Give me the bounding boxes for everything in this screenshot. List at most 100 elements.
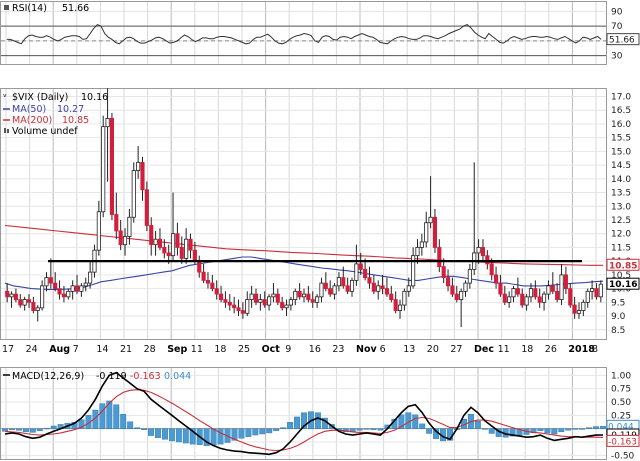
- candle: [149, 217, 154, 256]
- x-tick-label: Sep: [167, 344, 187, 355]
- candle: [293, 288, 298, 306]
- rsi-panel-frame: [0, 1, 607, 65]
- candle: [563, 266, 568, 295]
- candle-body: [101, 126, 106, 213]
- rsi-value-box: [606, 33, 640, 46]
- candle-body: [345, 285, 350, 292]
- price-y-tick: 11.5: [611, 243, 631, 253]
- macd-histogram-bar: [600, 426, 606, 429]
- x-tick-label: 13: [403, 344, 415, 355]
- candle: [5, 283, 10, 303]
- rsi-grid: [1, 2, 606, 64]
- candle-body: [594, 288, 599, 298]
- candle-body: [157, 238, 163, 248]
- candle-body: [424, 222, 429, 243]
- macd-histogram-bar: [141, 428, 148, 430]
- candle-body: [406, 285, 411, 292]
- candle: [306, 285, 311, 303]
- macd-signal-line: [4, 389, 604, 452]
- candle-body: [511, 288, 516, 298]
- candle: [376, 280, 381, 300]
- macd-histogram-bar: [168, 428, 175, 442]
- candle: [315, 294, 320, 308]
- candle-body: [415, 247, 420, 257]
- price-legend: ᵛ $VIX (Daily) 10.16 MA(50) 10.27 MA(200…: [3, 92, 108, 137]
- volume-legend-name: Volume undef: [12, 126, 78, 137]
- candle-body: [550, 285, 555, 292]
- candle: [498, 274, 503, 297]
- price-y-tick: 16.0: [611, 120, 631, 130]
- candle-body: [61, 293, 66, 298]
- candle: [262, 291, 267, 308]
- macd-value-label: -0.163: [608, 437, 637, 447]
- x-tick-label: 6: [380, 344, 386, 355]
- candle-body: [118, 230, 123, 246]
- y-axis-ticks: 9070503017.016.516.015.515.014.514.013.5…: [611, 7, 635, 461]
- candle-body: [280, 301, 285, 309]
- candle-body: [249, 293, 254, 300]
- candle-body: [384, 288, 389, 295]
- candle: [319, 277, 324, 303]
- macd-histogram-bar: [266, 428, 273, 434]
- candle-body: [367, 277, 372, 284]
- price-y-tick: 9.0: [611, 312, 626, 322]
- ma200-legend-name: MA(200): [12, 115, 52, 126]
- candle: [511, 285, 516, 303]
- x-tick-label: 17: [2, 344, 14, 355]
- macd-y-tick: 0.25: [611, 411, 631, 421]
- macd-legend-value-macd: -0.119: [96, 371, 127, 382]
- candle-body: [371, 282, 376, 292]
- candle-body: [267, 296, 272, 306]
- candle-body: [9, 293, 14, 298]
- macd-histogram-bar: [238, 428, 245, 439]
- ma50-line: [4, 256, 604, 290]
- macd-histogram-bar: [189, 428, 196, 445]
- candle-body: [380, 285, 385, 290]
- x-tick-label: 25: [238, 344, 250, 355]
- candle-body: [528, 288, 534, 298]
- candle: [170, 192, 176, 262]
- candle: [559, 263, 564, 306]
- candle: [463, 280, 468, 297]
- macd-value-box: [606, 434, 640, 447]
- candle: [480, 239, 486, 262]
- candle-body: [223, 299, 228, 303]
- candle-body: [590, 288, 595, 292]
- vix-legend-value: 10.16: [81, 92, 108, 103]
- ma200-line: [4, 224, 603, 266]
- candle-body: [459, 290, 464, 300]
- candle-body: [175, 233, 180, 248]
- rsi-legend-name: RSI(14): [12, 3, 47, 14]
- x-tick-label: 11: [498, 344, 510, 355]
- macd-histogram-bar: [148, 428, 154, 436]
- candle: [83, 277, 88, 292]
- candle-body: [188, 238, 193, 251]
- candle-body: [232, 304, 237, 309]
- candle-body: [533, 288, 538, 298]
- x-tick-label: 7: [73, 344, 79, 355]
- candle-body: [153, 238, 158, 246]
- candle: [280, 296, 285, 311]
- candle: [397, 299, 403, 319]
- candle-body: [341, 277, 346, 287]
- candle: [524, 294, 529, 311]
- candle-body: [489, 263, 494, 276]
- candle-body: [144, 189, 149, 226]
- candle: [284, 299, 289, 317]
- candle: [341, 266, 346, 289]
- macd-histogram-bar: [22, 428, 29, 433]
- candle: [459, 288, 464, 328]
- candle: [389, 285, 394, 303]
- candle-body: [140, 161, 145, 191]
- candle: [568, 283, 573, 308]
- macd-line: [4, 371, 604, 456]
- candle: [380, 274, 385, 295]
- candle-body: [184, 238, 189, 259]
- candle: [13, 288, 18, 303]
- x-tick-label: Nov: [356, 344, 377, 355]
- candle: [550, 272, 555, 295]
- macd-histogram-bar: [245, 428, 252, 437]
- moving-averages: [4, 224, 604, 290]
- candle-body: [450, 285, 455, 295]
- candle: [101, 115, 106, 218]
